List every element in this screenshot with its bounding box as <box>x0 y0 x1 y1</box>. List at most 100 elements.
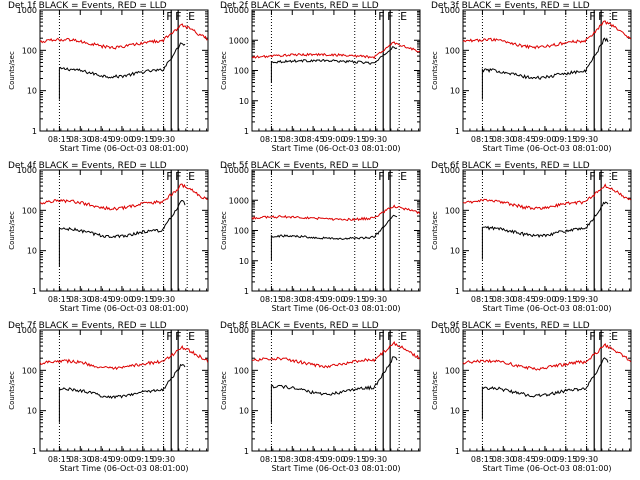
x-tick-label: 09:00 <box>322 135 345 144</box>
marker-label-f: F <box>598 170 604 183</box>
series-line-lld <box>39 23 208 50</box>
y-tick-label: 100 <box>22 206 37 215</box>
x-tick-label: 08:15 <box>260 295 283 304</box>
x-axis-label: Start Time (06-Oct-03 08:01:00) <box>271 144 400 153</box>
y-tick-label: 1 <box>32 127 37 136</box>
series-line-lld <box>251 204 421 222</box>
y-axis-label: Counts/sec <box>220 51 228 90</box>
marker-label-f: F <box>598 330 604 343</box>
series-line-lld <box>462 342 632 371</box>
series-line-lld <box>251 341 420 369</box>
x-tick-label: 09:30 <box>364 455 387 464</box>
y-tick-label: 1 <box>244 127 249 136</box>
x-tick-label: 08:15 <box>260 135 283 144</box>
x-tick-label: 09:00 <box>322 455 345 464</box>
marker-label-f: F <box>166 330 172 343</box>
marker-label-f: F <box>387 170 393 183</box>
y-tick-label: 100 <box>234 67 249 76</box>
marker-label-f: F <box>166 170 172 183</box>
x-tick-label: 08:15 <box>48 455 71 464</box>
x-tick-label: 09:15 <box>131 135 154 144</box>
marker-label-f: F <box>166 10 172 23</box>
x-axis-label: Start Time (06-Oct-03 08:01:00) <box>59 464 188 473</box>
panel-det-2: Det 2f BLACK = Events, RED = LLD 1 10 100 10… <box>220 1 421 153</box>
marker-label-e: E <box>400 170 407 183</box>
plot-frame <box>251 329 421 452</box>
marker-label-e: E <box>188 330 195 343</box>
y-tick-label: 10 <box>239 257 249 266</box>
x-tick-label: 09:30 <box>575 295 598 304</box>
y-tick-label: 1000 <box>229 326 249 335</box>
panel-det-4: Det 4f BLACK = Events, RED = LLD 1 10 100 10… <box>8 161 209 313</box>
chart-title: Det 1f BLACK = Events, RED = LLD <box>8 1 167 11</box>
y-tick-label: 10 <box>450 407 460 416</box>
x-tick-label: 08:45 <box>302 455 325 464</box>
plot-frame <box>462 9 632 132</box>
x-tick-label: 09:00 <box>533 455 556 464</box>
marker-label-e: E <box>611 330 618 343</box>
y-tick-label: 1 <box>244 447 249 456</box>
x-tick-label: 08:15 <box>260 455 283 464</box>
series-line-events <box>58 363 186 423</box>
marker-label-e: E <box>611 170 618 183</box>
panel-det-3: Det 3f BLACK = Events, RED = LLD 1 10 100 10… <box>431 1 632 153</box>
chart-title: Det 6f BLACK = Events, RED = LLD <box>431 161 590 171</box>
x-tick-label: 08:30 <box>492 295 515 304</box>
series-line-lld <box>462 20 632 50</box>
x-tick-label: 09:00 <box>533 295 556 304</box>
x-axis-label: Start Time (06-Oct-03 08:01:00) <box>482 144 611 153</box>
series-line-lld <box>39 183 208 211</box>
x-tick-label: 09:30 <box>364 135 387 144</box>
chart-title: Det 8f BLACK = Events, RED = LLD <box>220 321 379 331</box>
y-tick-label: 100 <box>445 46 460 55</box>
plot-frame <box>39 329 209 452</box>
y-tick-label: 10 <box>27 247 37 256</box>
series-line-events <box>481 201 609 260</box>
marker-label-f: F <box>589 330 595 343</box>
y-axis-label: Counts/sec <box>431 51 439 90</box>
y-tick-label: 100 <box>22 46 37 55</box>
series-line-lld <box>251 41 421 60</box>
x-tick-label: 08:45 <box>90 295 113 304</box>
y-tick-label: 1000 <box>440 326 460 335</box>
panel-det-6: Det 6f BLACK = Events, RED = LLD 1 10 100 10… <box>431 161 632 313</box>
y-tick-label: 1000 <box>229 36 249 45</box>
x-tick-label: 09:15 <box>343 455 366 464</box>
x-tick-label: 08:30 <box>281 455 304 464</box>
plot-frame <box>462 169 632 292</box>
y-tick-label: 10 <box>450 247 460 256</box>
marker-label-f: F <box>589 170 595 183</box>
x-axis-label: Start Time (06-Oct-03 08:01:00) <box>482 304 611 313</box>
x-tick-label: 08:45 <box>513 135 536 144</box>
panel-det-1: Det 1f BLACK = Events, RED = LLD 1 10 100 10… <box>8 1 209 153</box>
marker-label-e: E <box>188 170 195 183</box>
marker-label-e: E <box>611 10 618 23</box>
panel-det-5: Det 5f BLACK = Events, RED = LLD 1 10 100 10… <box>220 161 421 313</box>
y-tick-label: 100 <box>22 366 37 375</box>
marker-label-f: F <box>589 10 595 23</box>
series-line-events <box>481 37 609 100</box>
series-line-events <box>270 356 398 423</box>
chart-title: Det 7f BLACK = Events, RED = LLD <box>8 321 167 331</box>
x-axis-label: Start Time (06-Oct-03 08:01:00) <box>59 144 188 153</box>
x-tick-label: 08:45 <box>302 295 325 304</box>
x-tick-label: 09:15 <box>343 135 366 144</box>
x-tick-label: 08:15 <box>48 295 71 304</box>
x-tick-label: 08:30 <box>281 295 304 304</box>
panel-det-7: Det 7f BLACK = Events, RED = LLD 1 10 100 10… <box>8 321 209 473</box>
y-axis-label: Counts/sec <box>8 211 16 250</box>
panel-det-8: Det 8f BLACK = Events, RED = LLD 1 10 100 10… <box>220 321 421 473</box>
x-tick-label: 08:30 <box>69 135 92 144</box>
x-tick-label: 08:45 <box>302 135 325 144</box>
x-axis-label: Start Time (06-Oct-03 08:01:00) <box>482 464 611 473</box>
marker-label-f: F <box>175 10 181 23</box>
x-tick-label: 09:30 <box>575 455 598 464</box>
y-tick-label: 1000 <box>229 196 249 205</box>
x-tick-label: 08:30 <box>492 455 515 464</box>
y-tick-label: 10000 <box>224 166 249 175</box>
x-tick-label: 08:30 <box>492 135 515 144</box>
x-tick-label: 09:00 <box>110 295 133 304</box>
chart-title: Det 9f BLACK = Events, RED = LLD <box>431 321 590 331</box>
plot-frame <box>462 329 632 452</box>
x-axis-label: Start Time (06-Oct-03 08:01:00) <box>271 304 400 313</box>
